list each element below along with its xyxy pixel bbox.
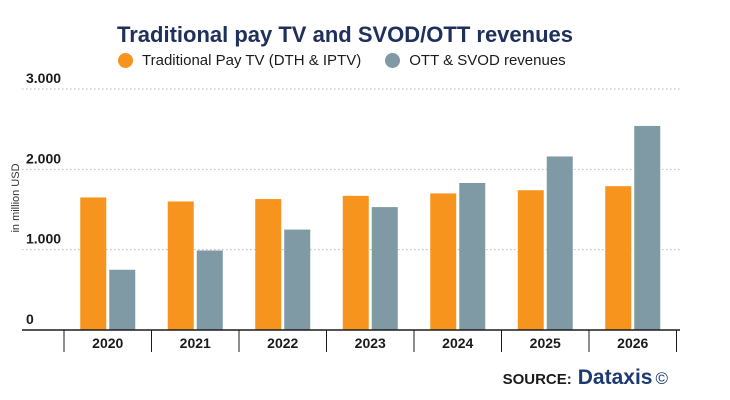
bar-traditional-pay-tv (517, 190, 544, 330)
legend-label-ott-svod: OTT & SVOD revenues (409, 52, 566, 69)
x-tick-label: 2024 (442, 335, 473, 351)
x-tick-label: 2020 (92, 335, 123, 351)
y-tick-label: 3.000 (26, 70, 61, 86)
bar-ott-svod (284, 229, 311, 330)
x-tick-label: 2025 (530, 335, 561, 351)
legend: Traditional Pay TV (DTH & IPTV) OTT & SV… (118, 52, 590, 69)
y-tick-label: 1.000 (26, 231, 61, 247)
source-label: SOURCE: (502, 371, 572, 388)
legend-swatch-ott-svod (385, 53, 401, 68)
bar-traditional-pay-tv (80, 197, 107, 330)
bar-traditional-pay-tv (255, 199, 282, 330)
bar-ott-svod (546, 156, 573, 330)
bar-ott-svod (634, 125, 661, 330)
bar-ott-svod (109, 269, 136, 330)
bar-traditional-pay-tv (430, 193, 457, 330)
copyright-icon: © (655, 369, 668, 388)
bar-ott-svod (371, 207, 398, 330)
x-tick-label: 2023 (355, 335, 386, 351)
y-tick-label: 0 (26, 311, 34, 327)
legend-swatch-traditional-pay-tv (118, 53, 133, 68)
bar-ott-svod (196, 250, 223, 330)
bar-traditional-pay-tv (342, 195, 369, 330)
bar-ott-svod (459, 182, 486, 330)
x-tick-label: 2022 (267, 335, 298, 351)
source-brand: Dataxis (577, 366, 653, 389)
bar-traditional-pay-tv (167, 201, 194, 330)
source-credit: SOURCE: Dataxis © (503, 366, 668, 390)
y-tick-label: 2.000 (26, 150, 61, 166)
legend-label-traditional-pay-tv: Traditional Pay TV (DTH & IPTV) (142, 52, 362, 69)
x-tick-label: 2026 (617, 335, 648, 351)
x-tick-label: 2021 (180, 335, 211, 351)
bar-traditional-pay-tv (605, 186, 632, 330)
legend-item-ott-svod: OTT & SVOD revenues (385, 52, 566, 69)
chart-title: Traditional pay TV and SVOD/OTT revenues (117, 22, 573, 47)
legend-item-traditional-pay-tv: Traditional Pay TV (DTH & IPTV) (118, 52, 361, 69)
